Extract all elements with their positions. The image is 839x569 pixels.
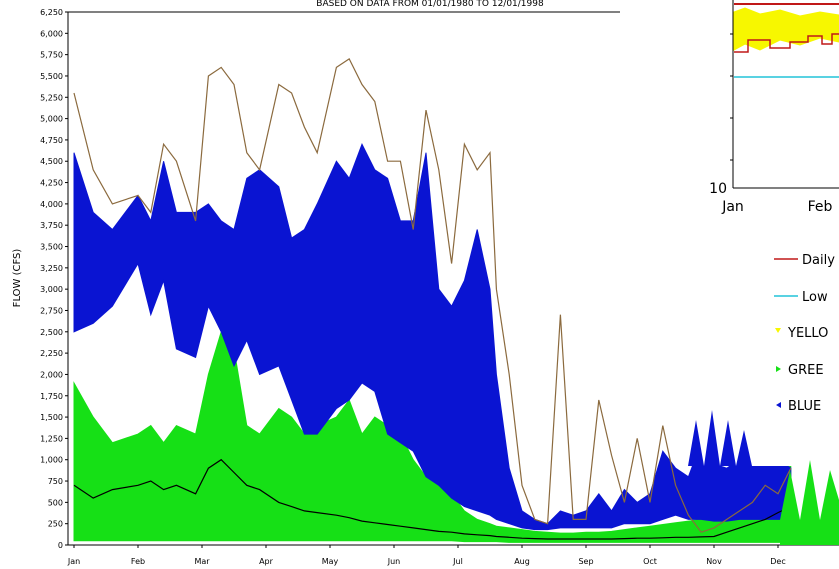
main-chart: 0 250 500 750 1,000 1,250 1,500 1,750 2,000 2,250… <box>12 8 839 566</box>
y-tick-label: 2,000 <box>40 370 63 379</box>
inset-x-tick-label: Feb <box>808 199 833 215</box>
x-tick-label: Feb <box>131 557 145 566</box>
y-axis-label: FLOW (CFS) <box>12 249 23 308</box>
y-tick-label: 1,750 <box>40 392 63 401</box>
y-tick-label: 3,500 <box>40 243 63 252</box>
brown-max-line <box>73 58 792 533</box>
x-tick-label: Apr <box>259 557 274 566</box>
y-tick-label: 5,500 <box>40 72 63 81</box>
y-tick-label: 2,250 <box>40 349 63 358</box>
y-tick-label: 5,750 <box>40 51 63 60</box>
green-band-fragment <box>780 460 839 545</box>
legend-label: GREE <box>788 363 824 378</box>
y-tick-label: 5,000 <box>40 115 63 124</box>
x-tick-label: Jan <box>67 557 80 566</box>
x-tick-label: Aug <box>514 557 530 566</box>
x-tick-label: Jun <box>387 557 401 566</box>
y-tick-label: 3,250 <box>40 264 63 273</box>
y-tick-label: 1,250 <box>40 434 63 443</box>
x-tick-label: Sep <box>578 557 593 566</box>
y-tick-label: 4,000 <box>40 200 63 209</box>
y-tick-label: 1,500 <box>40 413 63 422</box>
y-tick-label: 3,750 <box>40 221 63 230</box>
x-tick-label: Nov <box>706 557 722 566</box>
inset-x-tick-label: Jan <box>721 199 744 215</box>
legend-label: BLUE <box>788 399 821 414</box>
legend-label: YELLO <box>787 326 828 341</box>
inset-y-tick-label: 10 <box>709 181 727 197</box>
y-tick-label: 4,750 <box>40 136 63 145</box>
y-tick-label: 6,000 <box>40 29 63 38</box>
x-tick-label: May <box>322 557 339 566</box>
legend-label: Daily <box>802 253 835 268</box>
y-tick-label: 750 <box>48 477 63 486</box>
y-tick-label: 4,500 <box>40 157 63 166</box>
inset-legend: Daily Low YELLO GREE BLUE <box>774 253 835 414</box>
y-tick-label: 2,500 <box>40 328 63 337</box>
legend-label: Low <box>802 290 828 305</box>
x-tick-label: Mar <box>194 557 210 566</box>
legend-swatch <box>776 366 781 372</box>
inset-background <box>688 0 839 466</box>
legend-swatch <box>775 328 781 333</box>
inset-chart: 10 Jan Feb Daily Low YELLO GREE BLUE <box>688 0 839 545</box>
x-tick-label: Dec <box>770 557 785 566</box>
black-mean-line <box>73 458 792 540</box>
y-tick-label: 500 <box>48 498 63 507</box>
legend-swatch <box>776 402 781 408</box>
y-tick-label: 6,250 <box>40 8 63 17</box>
y-tick-label: 3,000 <box>40 285 63 294</box>
main-chart-lower-strip <box>688 410 839 545</box>
blue-band-fragment <box>688 410 752 466</box>
x-tick-label: Oct <box>643 557 657 566</box>
inset-daily-line <box>734 33 839 53</box>
chart-subtitle: BASED ON DATA FROM 01/01/1980 TO 12/01/1… <box>316 0 544 9</box>
y-tick-label: 250 <box>48 520 63 529</box>
y-tick-label: 2,750 <box>40 306 63 315</box>
y-tick-label: 1,000 <box>40 456 63 465</box>
y-tick-label: 5,250 <box>40 93 63 102</box>
x-tick-label: Jul <box>452 557 463 566</box>
y-tick-label: 0 <box>58 541 63 550</box>
y-tick-label: 4,250 <box>40 179 63 188</box>
